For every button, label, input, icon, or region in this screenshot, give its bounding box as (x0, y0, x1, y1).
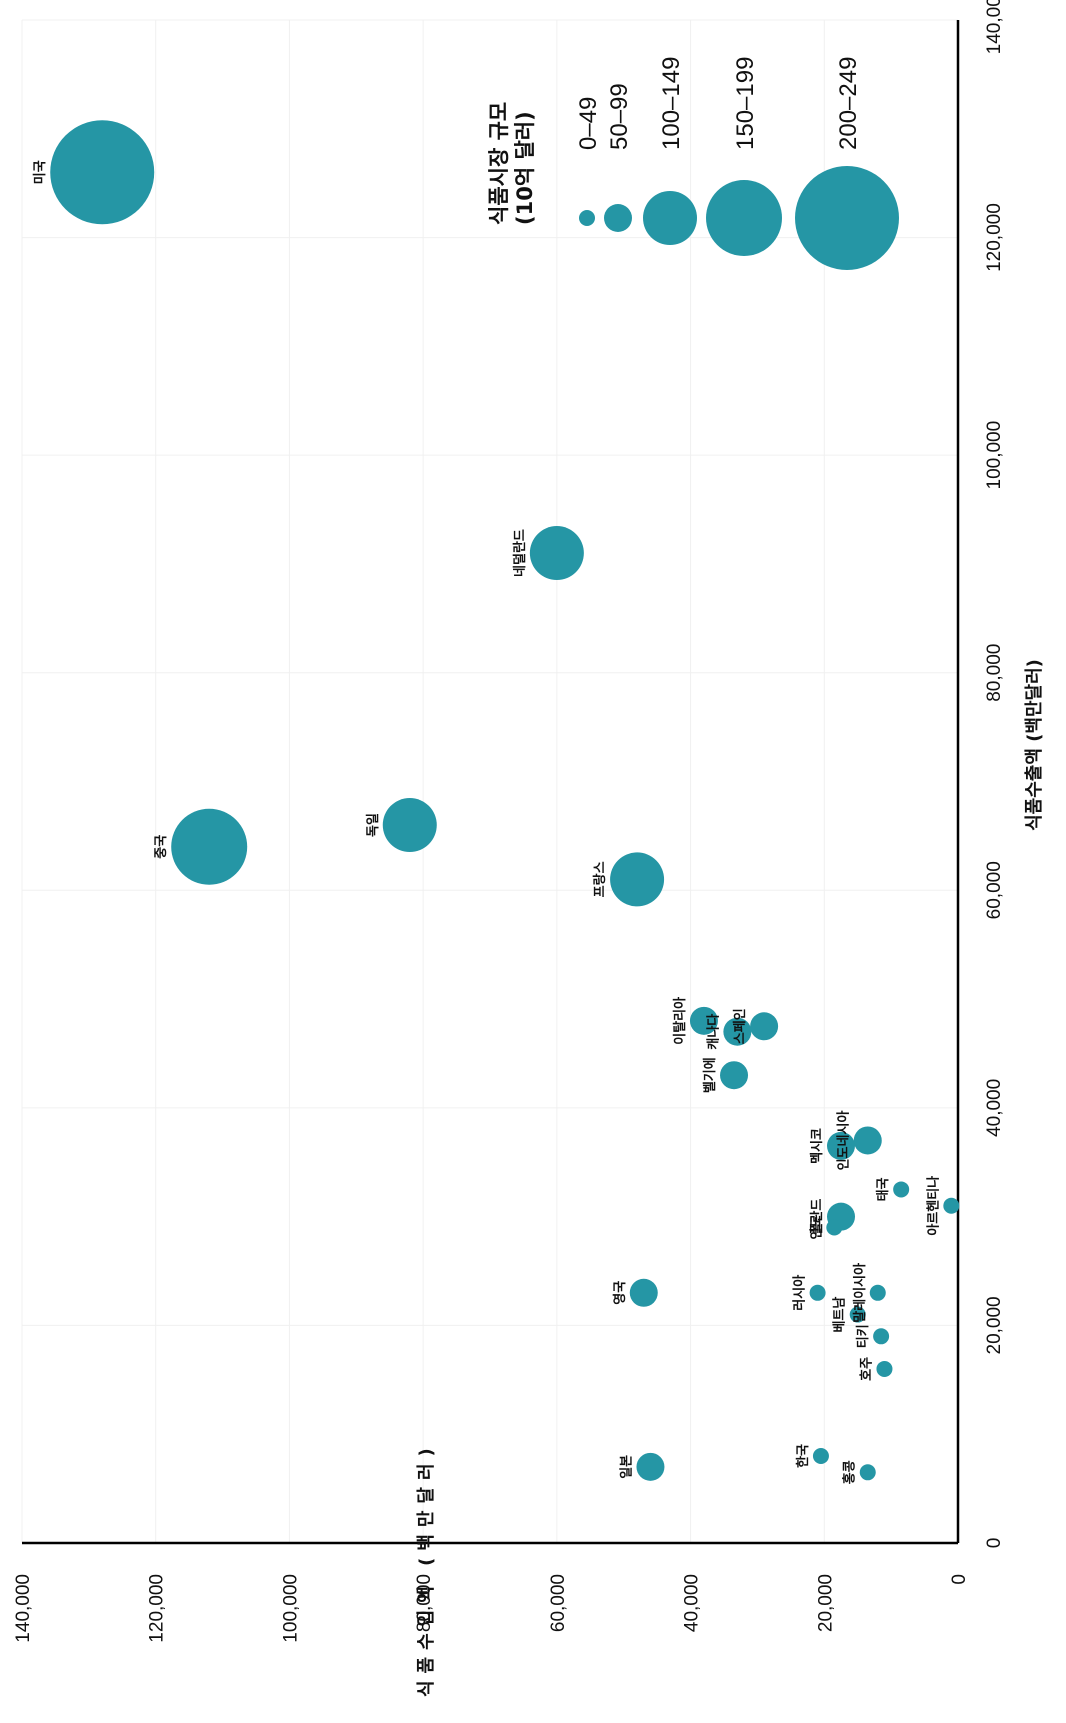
bubble-point (873, 1328, 890, 1345)
bubbles (50, 120, 960, 1481)
x-tick-label: 40,000 (984, 1079, 1005, 1137)
x-tick-label: 80,000 (984, 644, 1005, 702)
point-label: 인도네시아 (836, 1111, 852, 1171)
point-label: 인도 (808, 1216, 824, 1240)
bubble-point (723, 1017, 752, 1046)
y-axis-title: 식품수입액 (백만달러) (415, 1441, 437, 1697)
axes (22, 20, 960, 1545)
legend-bubble (579, 210, 595, 226)
point-label: 폴란드 (810, 1199, 825, 1235)
point-label: 러시아 (792, 1275, 808, 1311)
point-label: 네덜란드 (512, 529, 528, 577)
legend-label: 200–249 (835, 57, 862, 150)
point-label: 말레이시아 (852, 1263, 868, 1323)
legend-bubble (604, 204, 632, 232)
y-tick-label: 140,000 (13, 1574, 34, 1643)
x-tick-label: 0 (984, 1538, 1005, 1549)
legend-label: 0–49 (575, 97, 602, 150)
legend-title: 식품시장 규모 (487, 102, 511, 225)
bubble-point (853, 1126, 882, 1155)
bubble-point (750, 1012, 779, 1041)
bubble-point (876, 1360, 893, 1377)
x-tick-label: 120,000 (984, 203, 1005, 272)
point-label: 캐나다 (705, 1014, 721, 1050)
point-label: 스페인 (732, 1008, 748, 1044)
x-axis-title: 식품수출액 (백만달러) (1024, 659, 1045, 831)
bubble-point (171, 808, 248, 885)
bubble-point (720, 1061, 749, 1090)
bubble-point (50, 120, 155, 225)
bubble-point (826, 1219, 843, 1236)
x-tick-label: 60,000 (984, 861, 1005, 919)
bubble-point (629, 1278, 658, 1307)
y-tick-label: 60,000 (548, 1574, 569, 1632)
bubble-point (689, 1006, 718, 1035)
x-tick-label: 100,000 (984, 421, 1005, 490)
bubble-point (812, 1447, 829, 1464)
point-label: 미국 (32, 160, 48, 184)
tick-labels: 0 20,000 40,000 60,000 80,000 100,000 120,000 1… (13, 0, 1005, 1643)
point-label: 이탈리아 (672, 997, 688, 1045)
point-label: 호주 (859, 1357, 874, 1381)
bubble-point (859, 1464, 876, 1481)
point-label: 티키 (855, 1324, 871, 1348)
bubble-point (893, 1181, 910, 1198)
y-tick-label: 120,000 (147, 1574, 168, 1643)
bubble-point (827, 1131, 855, 1160)
bubble-point (529, 526, 584, 581)
y-tick-label: 100,000 (280, 1574, 301, 1643)
x-tick-label: 20,000 (984, 1296, 1005, 1354)
bubble-point (943, 1197, 960, 1214)
bubble-point (869, 1284, 886, 1301)
bubble-point (610, 852, 665, 907)
point-label: 일본 (619, 1455, 634, 1479)
point-label: 벨기에 (702, 1057, 718, 1093)
y-tick-label: 20,000 (815, 1574, 836, 1632)
y-tick-label: 40,000 (682, 1574, 703, 1632)
point-label: 한국 (795, 1444, 811, 1468)
legend-bubble (643, 191, 697, 245)
legend-title: (10억 달러) (513, 111, 537, 225)
point-label: 베트남 (832, 1297, 848, 1333)
x-tick-label: 140,000 (984, 0, 1005, 54)
y-tick-label: 0 (949, 1574, 970, 1585)
point-label: 홍콩 (842, 1460, 858, 1484)
bubble-point (809, 1284, 826, 1301)
legend-bubble (706, 180, 782, 256)
legend-label: 100–149 (658, 57, 685, 150)
point-label: 태국 (876, 1177, 891, 1201)
point-label: 프랑스 (593, 861, 608, 897)
bubble-point (636, 1452, 665, 1481)
point-label: 중국 (154, 835, 169, 859)
legend: 0–49 50–99 100–149 150–199 200–249 식품시장 규모 (10… (487, 57, 899, 270)
point-label: 독일 (366, 813, 381, 837)
point-label: 아르헨티나 (925, 1176, 941, 1236)
point-label: 영국 (613, 1281, 628, 1305)
bubble-point (849, 1306, 866, 1323)
legend-bubble (795, 166, 899, 270)
legend-label: 150–199 (732, 57, 759, 150)
bubble-point (382, 798, 437, 853)
y-tick-label: 80,000 (414, 1574, 435, 1632)
point-label: 멕시코 (809, 1128, 825, 1164)
legend-label: 50–99 (606, 83, 633, 150)
